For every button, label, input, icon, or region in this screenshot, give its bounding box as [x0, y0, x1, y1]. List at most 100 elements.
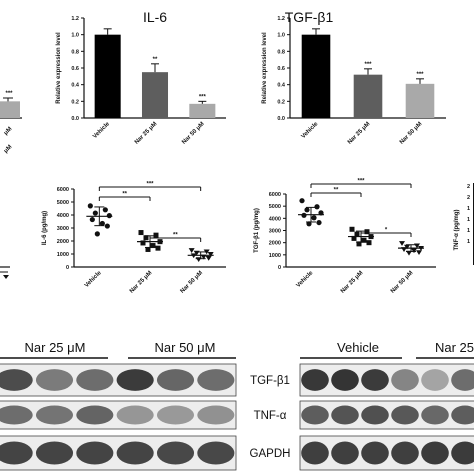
y-axis-label: IL-6 (pg/mg): [42, 211, 48, 245]
blot-band: [451, 441, 474, 465]
y-tick-label: 2000: [57, 239, 69, 245]
blot-strip-right: [299, 435, 474, 471]
data-point: [416, 250, 422, 255]
y-tick-label: 3000: [269, 229, 281, 235]
blot-band: [301, 369, 329, 391]
bar-panel-tgfb1-bar: 0.0 0.2 0.4 0.6 0.8 1.0 1.2 TGF-β1 Relative expr…: [262, 9, 446, 146]
x-tick-label: Nar 25 μM: [129, 270, 154, 295]
bar-panel-il6-bar: 0.0 0.2 0.4 0.6 0.8 1.0 1.2 IL-6 Relative expres…: [56, 9, 226, 146]
y-tick-label: 0.0: [277, 116, 285, 122]
blot-band: [421, 441, 449, 465]
bar: [405, 83, 435, 118]
y-tick-label: 0: [66, 265, 69, 271]
data-point: [89, 216, 95, 223]
blot-header-label: Nar 25: [435, 340, 474, 355]
significance-marker: **: [153, 57, 158, 63]
y-tick-label: 4000: [269, 216, 281, 222]
y-tick-label: 1000: [57, 252, 69, 258]
data-point: [140, 240, 146, 246]
data-point: [351, 235, 357, 241]
blot-band: [197, 441, 235, 465]
y-tick-label: 2: [467, 184, 470, 190]
y-tick-label: 1: [467, 217, 470, 223]
blot-strip-right: [299, 363, 474, 397]
significance-marker: **: [334, 188, 339, 194]
bar: [141, 72, 169, 118]
bar: [301, 34, 331, 118]
data-point: [87, 203, 93, 209]
blot-band: [0, 441, 33, 465]
x-tick-label: μM: [3, 144, 13, 154]
blot-band: [331, 405, 359, 425]
blot-band: [197, 369, 235, 391]
data-point: [364, 229, 370, 235]
blot-band: [116, 405, 154, 425]
blot-strip-right: [299, 400, 474, 430]
data-point: [106, 213, 112, 219]
data-point: [94, 231, 100, 237]
blot-band: [451, 369, 474, 391]
blot-band: [331, 441, 359, 465]
data-point: [349, 226, 355, 232]
blot-band: [0, 405, 33, 425]
blot-row-label: GAPDH: [250, 448, 291, 460]
x-tick-label: Nar 25 μM: [347, 121, 372, 146]
significance-marker: **: [173, 233, 178, 239]
data-point: [150, 243, 156, 249]
y-tick-label: 6000: [57, 187, 69, 193]
blot-band: [331, 369, 359, 391]
blot-band: [0, 369, 33, 391]
y-tick-label: 0.2: [277, 99, 285, 105]
x-tick-label: Nar 50 μM: [181, 121, 206, 146]
x-tick-label: Nar 50 μM: [399, 121, 424, 146]
scatter-chart-layer: 0 1000 2000 3000 4000 5000 6000 IL-6 (pg/mg) Veh…: [0, 179, 474, 295]
significance-marker: ***: [357, 179, 365, 185]
blot-strip-left: [0, 435, 237, 471]
blot-band: [156, 369, 195, 391]
data-point: [316, 219, 322, 226]
y-tick-label: 1: [467, 228, 470, 234]
y-tick-label: 0: [278, 265, 281, 271]
blot-band: [451, 405, 474, 425]
y-tick-label: 6000: [269, 192, 281, 198]
data-point: [145, 246, 151, 252]
significance-marker: *: [385, 228, 388, 234]
bar-panel-partial-left: *** μM μM: [0, 91, 22, 155]
data-point: [314, 204, 320, 210]
x-tick-label: μM: [3, 126, 13, 136]
x-tick-label: Vehicle: [296, 270, 315, 289]
western-blot-layer: Nar 25 μM Nar 50 μM Vehicle Nar 25 TGF-β1 TNF…: [0, 340, 474, 471]
blot-band: [421, 369, 449, 391]
blot-band: [391, 405, 419, 425]
data-point: [153, 232, 159, 238]
y-tick-label: 1.0: [71, 33, 79, 39]
bar: [353, 74, 383, 118]
data-point: [205, 255, 212, 261]
blot-strip-left: [0, 363, 237, 397]
x-tick-label: Nar 25 μM: [340, 270, 365, 295]
blot-band: [116, 441, 154, 465]
blot-band: [76, 405, 114, 425]
significance-marker: ***: [199, 94, 207, 100]
data-point: [3, 275, 9, 279]
scatter-panel-partial-right: TNF-α (pg/mg) 2 2 1 1 1 1: [454, 183, 474, 265]
y-axis-label: TNF-α (pg/mg): [454, 209, 460, 250]
y-tick-label: 5000: [57, 200, 69, 206]
blot-header-label: Nar 50 μM: [155, 340, 216, 355]
data-point: [92, 210, 98, 216]
blot-band: [301, 441, 329, 465]
x-tick-label: Vehicle: [84, 270, 103, 289]
x-tick-label: Vehicle: [92, 121, 111, 140]
bar: [0, 101, 20, 118]
blot-band: [156, 405, 195, 425]
y-axis-label: Relative expression level: [56, 32, 62, 104]
y-tick-label: 1000: [269, 253, 281, 259]
y-tick-label: 1.2: [277, 16, 285, 22]
blot-row-label: TNF-α: [254, 410, 287, 422]
chart-title: TGF-β1: [285, 9, 334, 25]
y-tick-label: 0.8: [71, 49, 79, 55]
blot-band: [76, 441, 114, 465]
data-point: [299, 198, 305, 204]
blot-band: [361, 405, 389, 425]
